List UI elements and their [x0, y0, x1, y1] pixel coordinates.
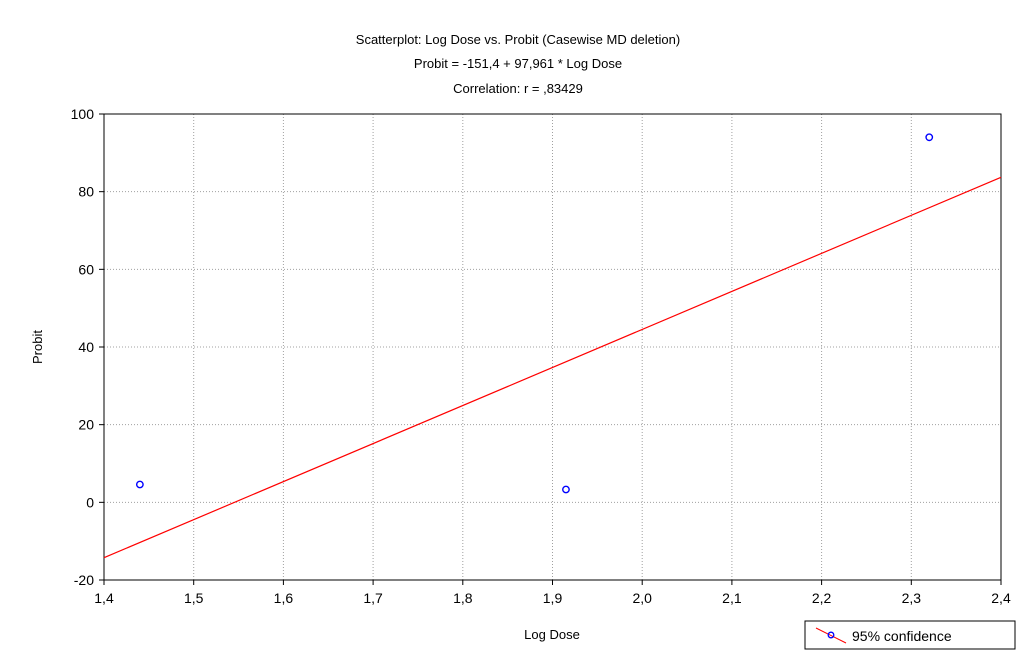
x-tick-label: 2,1 [722, 590, 742, 606]
chart-equation: Probit = -151,4 + 97,961 * Log Dose [414, 56, 622, 71]
ticks-layer: 1,4 1,5 1,6 1,7 1,8 1,9 2,0 2,1 2,2 2,3 2,4 -20 0 20 4… [71, 106, 1011, 606]
fit-layer [103, 176, 1002, 559]
y-tick-label: -20 [74, 572, 94, 588]
legend-line-swatch [815, 627, 847, 644]
points-layer [135, 133, 934, 494]
y-tick-label: 20 [78, 417, 94, 433]
legend-box [804, 620, 1016, 650]
y-tick-label: 60 [78, 261, 94, 277]
x-tick-label: 1,8 [453, 590, 473, 606]
x-tick-label: 1,7 [363, 590, 383, 606]
x-tick-label: 1,9 [543, 590, 563, 606]
x-tick-label: 1,4 [94, 590, 114, 606]
chart-title: Scatterplot: Log Dose vs. Probit (Casewi… [356, 32, 680, 47]
data-point [925, 133, 934, 142]
y-tick-label: 100 [71, 106, 95, 122]
x-tick-label: 2,0 [632, 590, 652, 606]
legend-point-swatch [827, 631, 835, 639]
x-tick-label: 2,2 [812, 590, 832, 606]
x-tick-label: 2,4 [991, 590, 1011, 606]
chart-correlation: Correlation: r = ,83429 [453, 81, 583, 96]
x-tick-label: 1,6 [274, 590, 294, 606]
legend: 95% confidence [804, 620, 1016, 650]
y-tick-label: 80 [78, 184, 94, 200]
regression-line [103, 176, 1002, 559]
x-axis-title: Log Dose [524, 627, 580, 642]
y-tick-label: 40 [78, 339, 94, 355]
data-point [562, 485, 570, 494]
grid-layer [104, 114, 1001, 580]
y-tick-label: 0 [86, 494, 94, 510]
y-axis-title: Probit [30, 330, 45, 364]
x-tick-label: 2,3 [902, 590, 922, 606]
x-tick-label: 1,5 [184, 590, 204, 606]
data-point [135, 480, 144, 489]
legend-label: 95% confidence [852, 628, 952, 644]
